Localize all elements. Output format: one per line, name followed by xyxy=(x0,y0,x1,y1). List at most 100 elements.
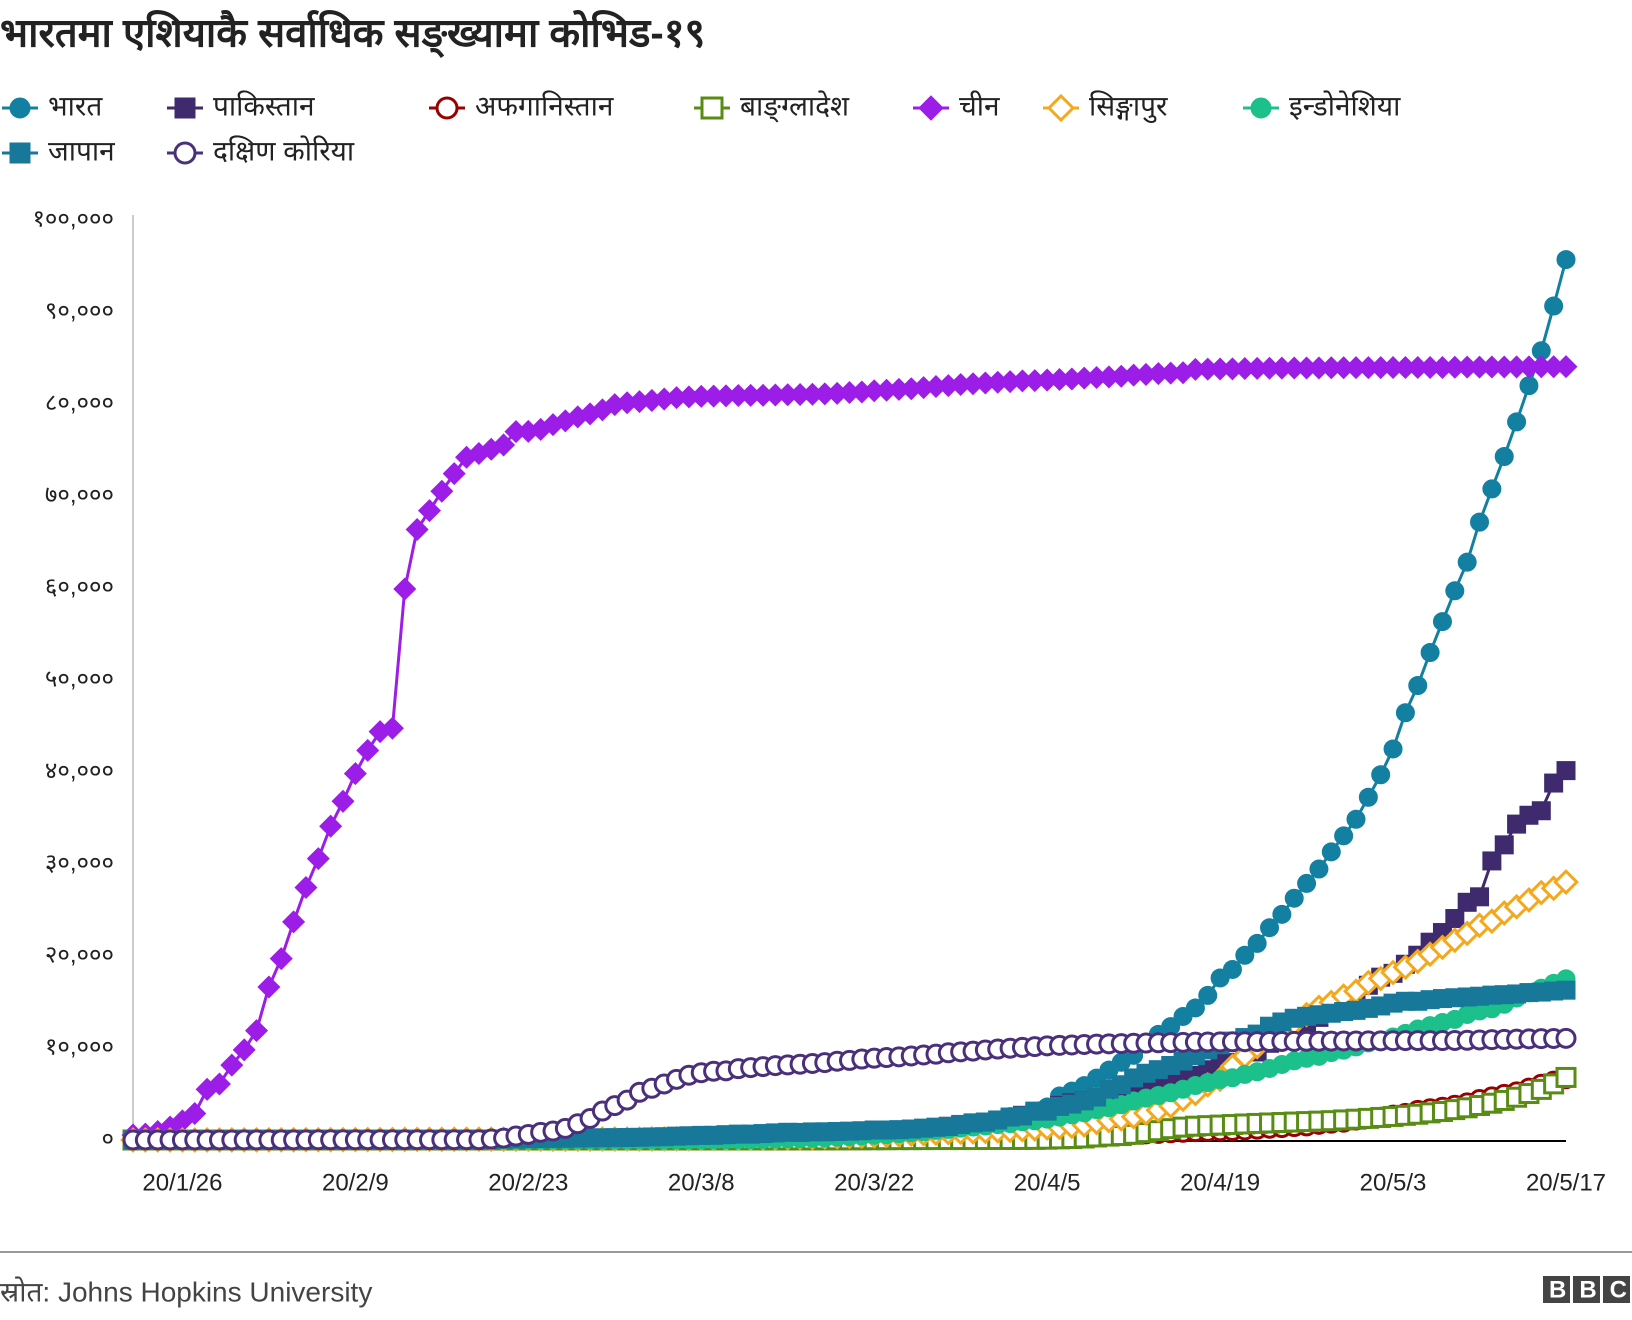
y-tick-label: ७०,००० xyxy=(45,481,114,508)
point xyxy=(294,876,318,900)
point xyxy=(1553,869,1579,895)
point xyxy=(1470,512,1490,532)
legend-label: जापान xyxy=(48,135,115,166)
legend-item: सिङ्गापुर xyxy=(1043,89,1168,123)
logo-box xyxy=(1603,1276,1630,1303)
series xyxy=(121,355,1578,1147)
point xyxy=(1346,809,1366,829)
point xyxy=(1470,887,1490,907)
y-tick-label: ० xyxy=(102,1125,114,1152)
point xyxy=(343,762,367,786)
legend-marker xyxy=(435,96,459,120)
point xyxy=(1556,980,1576,1000)
y-tick-label: १००,००० xyxy=(32,205,114,232)
legend-label: बाङ्ग्लादेश xyxy=(740,89,850,123)
point xyxy=(1507,412,1527,432)
point xyxy=(1555,1027,1577,1049)
logo: BBC xyxy=(1543,1276,1630,1303)
point xyxy=(1383,739,1403,759)
legend-label: सिङ्गापुर xyxy=(1089,89,1168,123)
point xyxy=(1284,888,1304,908)
legend-marker xyxy=(173,141,197,165)
point xyxy=(1420,643,1440,663)
point xyxy=(380,716,404,740)
y-tick-label: ५०,००० xyxy=(45,665,114,692)
y-tick-label: ६०,००० xyxy=(45,573,114,600)
point xyxy=(1309,859,1329,879)
point xyxy=(1260,918,1280,938)
point xyxy=(1544,296,1564,316)
legend-item: भारत xyxy=(2,90,103,121)
y-tick-label: ८०,००० xyxy=(45,389,114,416)
point xyxy=(1408,676,1428,696)
point xyxy=(356,738,380,762)
point xyxy=(220,1053,244,1077)
legend-label: चीन xyxy=(959,89,1000,121)
point xyxy=(1321,842,1341,862)
point xyxy=(1222,959,1242,979)
point xyxy=(319,814,343,838)
point xyxy=(1556,761,1576,781)
point xyxy=(1395,703,1415,723)
point xyxy=(1531,801,1551,821)
x-tick-label: 20/3/22 xyxy=(834,1169,914,1196)
point xyxy=(1247,933,1267,953)
point xyxy=(1457,552,1477,572)
legend-marker xyxy=(700,96,724,120)
point xyxy=(269,947,293,971)
point xyxy=(1358,787,1378,807)
point xyxy=(1556,250,1576,270)
point xyxy=(1272,904,1292,924)
legend-item: इन्डोनेशिया xyxy=(1243,89,1401,121)
point xyxy=(1235,945,1255,965)
point xyxy=(1432,612,1452,632)
point xyxy=(417,499,441,523)
x-tick-label: 20/1/26 xyxy=(142,1169,222,1196)
legend-marker xyxy=(1046,93,1076,123)
point xyxy=(245,1019,269,1043)
point xyxy=(1334,826,1354,846)
y-tick-label: ३०,००० xyxy=(45,849,114,876)
point xyxy=(183,1102,207,1126)
y-tick-label: ४०,००० xyxy=(45,757,114,784)
point xyxy=(1482,851,1502,871)
point xyxy=(1494,447,1514,467)
legend-label: अफगानिस्तान xyxy=(475,89,614,121)
point xyxy=(257,975,281,999)
x-tick-label: 20/2/23 xyxy=(488,1169,568,1196)
legend-marker xyxy=(174,97,196,119)
point xyxy=(405,517,429,542)
logo-text: BBC xyxy=(1549,1276,1627,1303)
point xyxy=(1185,998,1205,1018)
logo-box xyxy=(1543,1276,1570,1303)
point xyxy=(1371,765,1391,785)
point xyxy=(1519,376,1539,396)
legend-label: इन्डोनेशिया xyxy=(1289,89,1401,121)
x-tick-label: 20/5/17 xyxy=(1526,1169,1606,1196)
legend-label: पाकिस्तान xyxy=(213,89,315,121)
legend-item: जापान xyxy=(2,135,115,166)
point xyxy=(1198,985,1218,1005)
legend-marker xyxy=(1250,97,1272,119)
point xyxy=(232,1038,256,1062)
point xyxy=(1482,479,1502,499)
legend-marker xyxy=(9,142,31,164)
legend-marker xyxy=(918,95,944,121)
point xyxy=(207,1072,231,1096)
point xyxy=(331,789,355,813)
point xyxy=(1554,355,1578,379)
legend-item: बाङ्ग्लादेश xyxy=(694,89,850,124)
y-tick-label: १०,००० xyxy=(45,1033,114,1060)
legend-item: चीन xyxy=(913,89,1000,121)
point xyxy=(1555,1066,1577,1088)
legend-item: पाकिस्तान xyxy=(167,89,315,121)
point xyxy=(430,479,454,503)
chart-title: भारतमा एशियाकै सर्वाधिक सङ्ख्यामा कोभिड-… xyxy=(0,10,705,58)
source: स्रोत: Johns Hopkins University xyxy=(0,1275,372,1307)
y-tick-label: ९०,००० xyxy=(45,297,114,324)
point xyxy=(1494,835,1514,855)
legend-label: भारत xyxy=(48,90,103,121)
y-tick-label: २०,००० xyxy=(45,941,114,968)
x-tick-label: 20/5/3 xyxy=(1360,1169,1427,1196)
